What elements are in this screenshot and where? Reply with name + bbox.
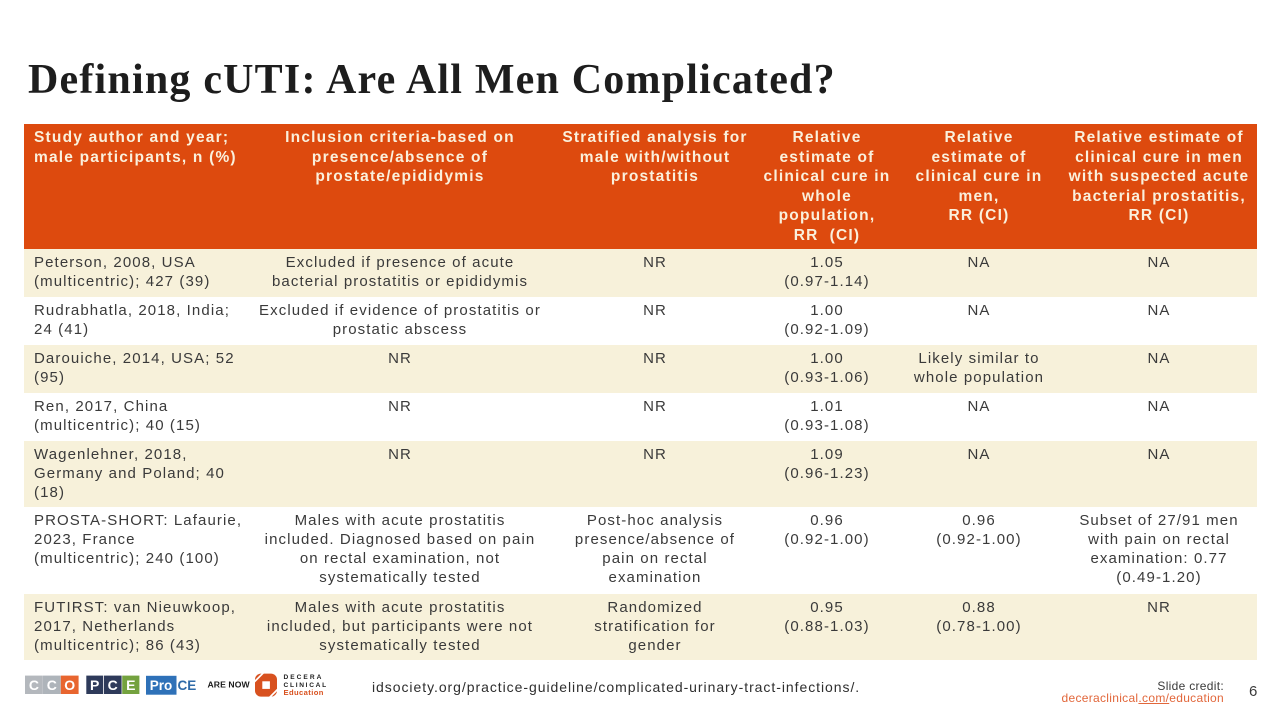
svg-text:CE: CE (178, 678, 197, 693)
svg-text:C: C (47, 677, 57, 693)
svg-text:O: O (64, 677, 75, 693)
svg-text:P: P (90, 677, 99, 693)
svg-text:C: C (108, 677, 118, 693)
svg-text:Pro: Pro (150, 678, 173, 693)
svg-text:Education: Education (284, 688, 324, 697)
svg-text:E: E (126, 677, 135, 693)
svg-text:ARE NOW: ARE NOW (208, 680, 251, 690)
svg-text:CLINICAL: CLINICAL (284, 682, 328, 689)
svg-text:DECERA: DECERA (284, 674, 324, 681)
svg-text:C: C (29, 677, 39, 693)
